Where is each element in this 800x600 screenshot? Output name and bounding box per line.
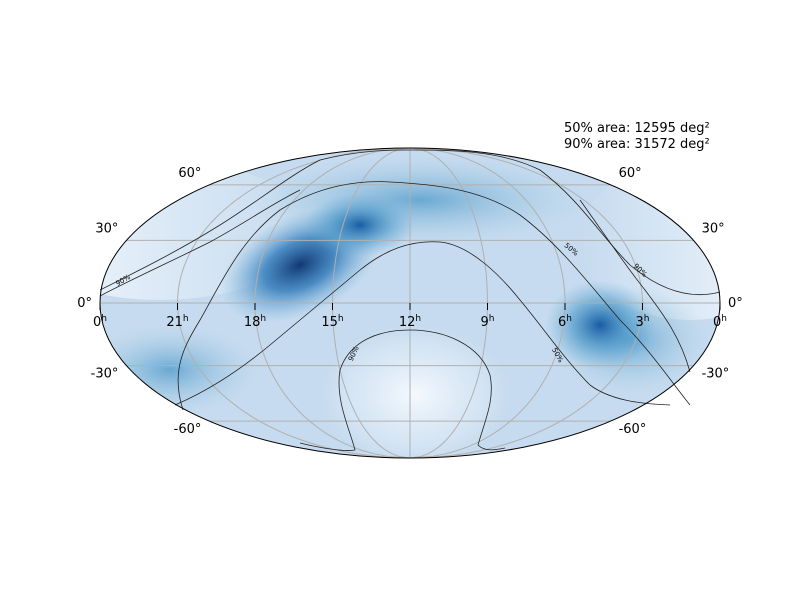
dec-tick-label-left: 0° <box>77 296 92 311</box>
contours <box>99 149 721 451</box>
dec-tick-label-left: -30° <box>91 367 119 382</box>
ra-tick-label: 9h <box>481 314 495 330</box>
dec-tick-label-right: 60° <box>619 166 642 181</box>
dec-tick-labels: 60° 60° 30° 30° 0° 0° -30° -30° -60° -60° <box>77 166 743 437</box>
dec-tick-label-left: -60° <box>174 422 202 437</box>
ra-tick-label: 18h <box>244 314 266 330</box>
area-50-text: 50% area: 12595 deg² <box>564 121 710 136</box>
dec-tick-label-right: -30° <box>702 367 730 382</box>
ra-tick-labels: 0h 21h 18h 15h 12h 9h 6h 3h 0h <box>93 303 727 330</box>
probability-density <box>100 148 720 458</box>
ra-tick-label: 15h <box>321 314 343 330</box>
contour-90-south-loop <box>299 329 506 451</box>
dec-tick-label-right: 30° <box>702 221 725 236</box>
dec-tick-label-left: 30° <box>95 221 118 236</box>
contour-90-upper <box>99 149 721 295</box>
ra-tick-label: 0h <box>93 314 107 330</box>
ra-tick-label: 6h <box>558 314 572 330</box>
ra-tick-label: 3h <box>636 314 650 330</box>
ra-tick-label: 0h <box>713 314 727 330</box>
density-light-south <box>320 325 510 458</box>
contour-90-lower <box>99 189 691 373</box>
dec-tick-label-right: -60° <box>619 422 647 437</box>
ra-tick-label: 12h <box>399 314 421 330</box>
dec-tick-label-right: 0° <box>728 296 743 311</box>
area-summary: 50% area: 12595 deg² 90% area: 31572 deg… <box>564 121 710 152</box>
contour-50-south <box>174 241 671 406</box>
contour-50-north <box>177 181 691 411</box>
density-peak-north <box>305 193 415 257</box>
ra-tick-label: 21h <box>166 314 188 330</box>
area-90-text: 90% area: 31572 deg² <box>564 137 710 152</box>
dec-tick-label-left: 60° <box>178 166 201 181</box>
